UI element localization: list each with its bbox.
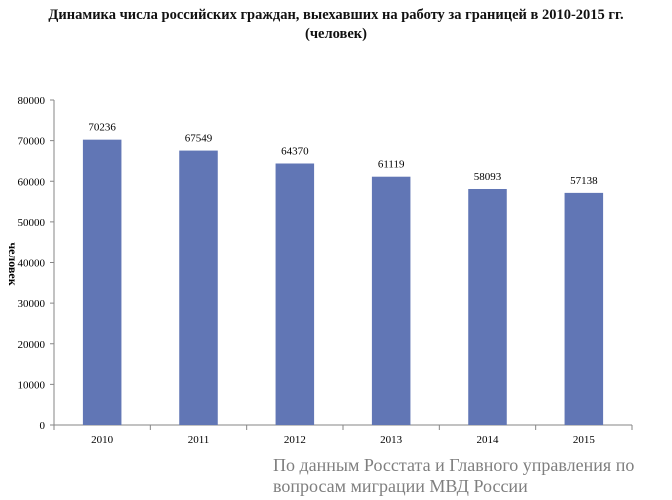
- y-tick-label: 30000: [18, 298, 46, 310]
- bar-2012: [275, 163, 315, 425]
- chart-title: Динамика числа российских граждан, выеха…: [0, 6, 672, 44]
- y-tick-label: 70000: [18, 136, 46, 148]
- bar-2013: [371, 176, 411, 425]
- x-tick-label-2011: 2011: [188, 434, 210, 446]
- bar-2011: [179, 150, 218, 425]
- x-tick-label-2014: 2014: [477, 434, 500, 446]
- data-label-2013: 61119: [378, 159, 405, 171]
- bar-2010: [82, 139, 122, 425]
- y-tick-label: 60000: [18, 176, 46, 188]
- x-tick-label-2012: 2012: [284, 434, 306, 446]
- y-axis-label: человек: [6, 242, 20, 285]
- data-labels: 70236 67549 64370 61119 58093 57138: [88, 122, 598, 187]
- source-note-line-1: По данным Росстата и Главного управления…: [273, 455, 635, 475]
- data-label-2011: 67549: [185, 133, 213, 145]
- source-note-line-2: вопросам миграции МВД России: [273, 476, 528, 496]
- y-tick-label: 0: [40, 420, 46, 432]
- x-tick-label-2010: 2010: [91, 434, 114, 446]
- chart-title-line-2: (человек): [305, 26, 367, 42]
- y-tick-label: 80000: [18, 95, 46, 107]
- data-label-2010: 70236: [88, 122, 116, 134]
- y-tick-label: 50000: [18, 217, 46, 229]
- y-axis: 0 10000 20000 30000 40000 50000 60000 70000 8000…: [18, 95, 55, 432]
- y-tick-label: 40000: [18, 258, 46, 270]
- x-tick-label-2015: 2015: [573, 434, 596, 446]
- y-tick-label: 10000: [18, 379, 46, 391]
- y-tick-label: 20000: [18, 339, 46, 351]
- bar-2015: [564, 192, 604, 425]
- data-label-2012: 64370: [281, 145, 309, 157]
- x-tick-label-2013: 2013: [380, 434, 403, 446]
- x-axis: 2010 2011 2012 2013 2014 2015: [53, 424, 633, 446]
- bar-2014: [468, 188, 507, 425]
- source-note: По данным Росстата и Главного управления…: [273, 455, 672, 497]
- data-label-2015: 57138: [570, 175, 598, 187]
- data-label-2014: 58093: [474, 171, 502, 183]
- chart-title-line-1: Динамика числа российских граждан, выеха…: [48, 7, 624, 23]
- bar-series: [82, 139, 604, 425]
